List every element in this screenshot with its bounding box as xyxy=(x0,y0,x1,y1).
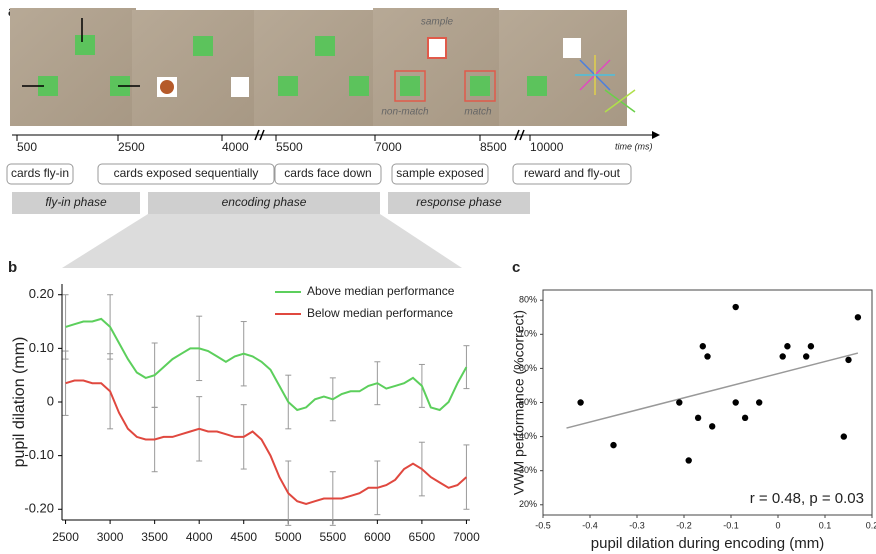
x-tick-label: -0.3 xyxy=(629,520,645,530)
x-tick-label: 5000 xyxy=(275,530,302,544)
screen xyxy=(254,10,378,126)
event-label: cards face down xyxy=(284,166,371,180)
x-tick-label: -0.2 xyxy=(676,520,692,530)
x-tick-label: 5500 xyxy=(319,530,346,544)
zoom-funnel xyxy=(62,214,462,268)
x-tick-label: 0.1 xyxy=(819,520,832,530)
photo xyxy=(160,80,174,94)
y-tick-label: 0 xyxy=(47,393,54,408)
y-tick-label: 0.10 xyxy=(29,340,54,355)
timeline-tick-label: 500 xyxy=(17,140,37,154)
event-label: cards fly-in xyxy=(11,166,69,180)
point xyxy=(733,399,739,405)
point xyxy=(733,304,739,310)
panel-label: b xyxy=(8,259,17,276)
x-tick-label: 6000 xyxy=(364,530,391,544)
x-axis-label: pupil dilation during encoding (mm) xyxy=(591,535,824,552)
screen xyxy=(132,10,258,126)
x-tick-label: 3500 xyxy=(141,530,168,544)
x-tick-label: 6500 xyxy=(409,530,436,544)
fit-line xyxy=(567,353,858,428)
phase-label: encoding phase xyxy=(222,195,307,209)
timeline-tick-label: 5500 xyxy=(276,140,303,154)
point xyxy=(610,442,616,448)
figure: a sample non-match match xyxy=(0,0,876,554)
y-tick-label: -0.10 xyxy=(24,447,54,462)
timeline-tick-label: 4000 xyxy=(222,140,249,154)
x-tick-label: 4500 xyxy=(230,530,257,544)
event-label: reward and fly-out xyxy=(524,166,621,180)
x-tick-label: 0.2 xyxy=(866,520,876,530)
legend-label: Below median performance xyxy=(307,306,453,320)
point xyxy=(756,399,762,405)
y-tick-label: 0.20 xyxy=(29,286,54,301)
event-label: cards exposed sequentially xyxy=(114,166,259,180)
point xyxy=(841,433,847,439)
screens xyxy=(10,8,635,126)
screen-label: sample xyxy=(421,17,454,28)
point xyxy=(704,353,710,359)
point xyxy=(742,415,748,421)
event-label: sample exposed xyxy=(396,166,483,180)
series-line xyxy=(66,381,467,504)
legend-label: Above median performance xyxy=(307,284,455,298)
x-tick-label: 2500 xyxy=(52,530,79,544)
phase-label: fly-in phase xyxy=(45,195,107,209)
plot-frame xyxy=(543,290,872,515)
point xyxy=(686,457,692,463)
photo xyxy=(563,38,581,58)
annotation: r = 0.48, p = 0.03 xyxy=(750,490,864,507)
screen-label: match xyxy=(464,107,492,118)
timeline-arrow xyxy=(652,131,660,139)
timeline-tick-label: 2500 xyxy=(118,140,145,154)
point xyxy=(695,415,701,421)
point xyxy=(709,423,715,429)
point xyxy=(577,399,583,405)
x-tick-label: 3000 xyxy=(97,530,124,544)
time-axis-label: time (ms) xyxy=(615,141,653,151)
screen xyxy=(499,10,627,126)
x-tick-label: 0 xyxy=(775,520,780,530)
screen xyxy=(10,8,136,126)
screen-label: non-match xyxy=(381,107,429,118)
x-tick-label: -0.1 xyxy=(723,520,739,530)
x-tick-label: 4000 xyxy=(186,530,213,544)
series-line xyxy=(66,319,467,410)
point xyxy=(808,343,814,349)
phase-label: response phase xyxy=(416,195,502,209)
point xyxy=(803,353,809,359)
timeline-tick-label: 10000 xyxy=(530,140,564,154)
point xyxy=(784,343,790,349)
y-tick-label: 20% xyxy=(519,499,537,509)
y-tick-label: 80% xyxy=(519,295,537,305)
panel-label: c xyxy=(512,259,520,276)
point xyxy=(700,343,706,349)
timeline-tick-label: 8500 xyxy=(480,140,507,154)
timeline-tick-label: 7000 xyxy=(375,140,402,154)
sample-card xyxy=(428,38,446,58)
y-tick-label: -0.20 xyxy=(24,501,54,516)
point xyxy=(676,399,682,405)
point xyxy=(845,357,851,363)
point xyxy=(855,314,861,320)
y-axis-label: VWM performance (%correct) xyxy=(511,310,527,495)
point xyxy=(780,353,786,359)
x-tick-label: 7000 xyxy=(453,530,480,544)
y-axis-label: pupil dilation (mm) xyxy=(11,337,28,468)
photo xyxy=(231,77,249,97)
x-tick-label: -0.4 xyxy=(582,520,598,530)
x-tick-label: -0.5 xyxy=(535,520,551,530)
